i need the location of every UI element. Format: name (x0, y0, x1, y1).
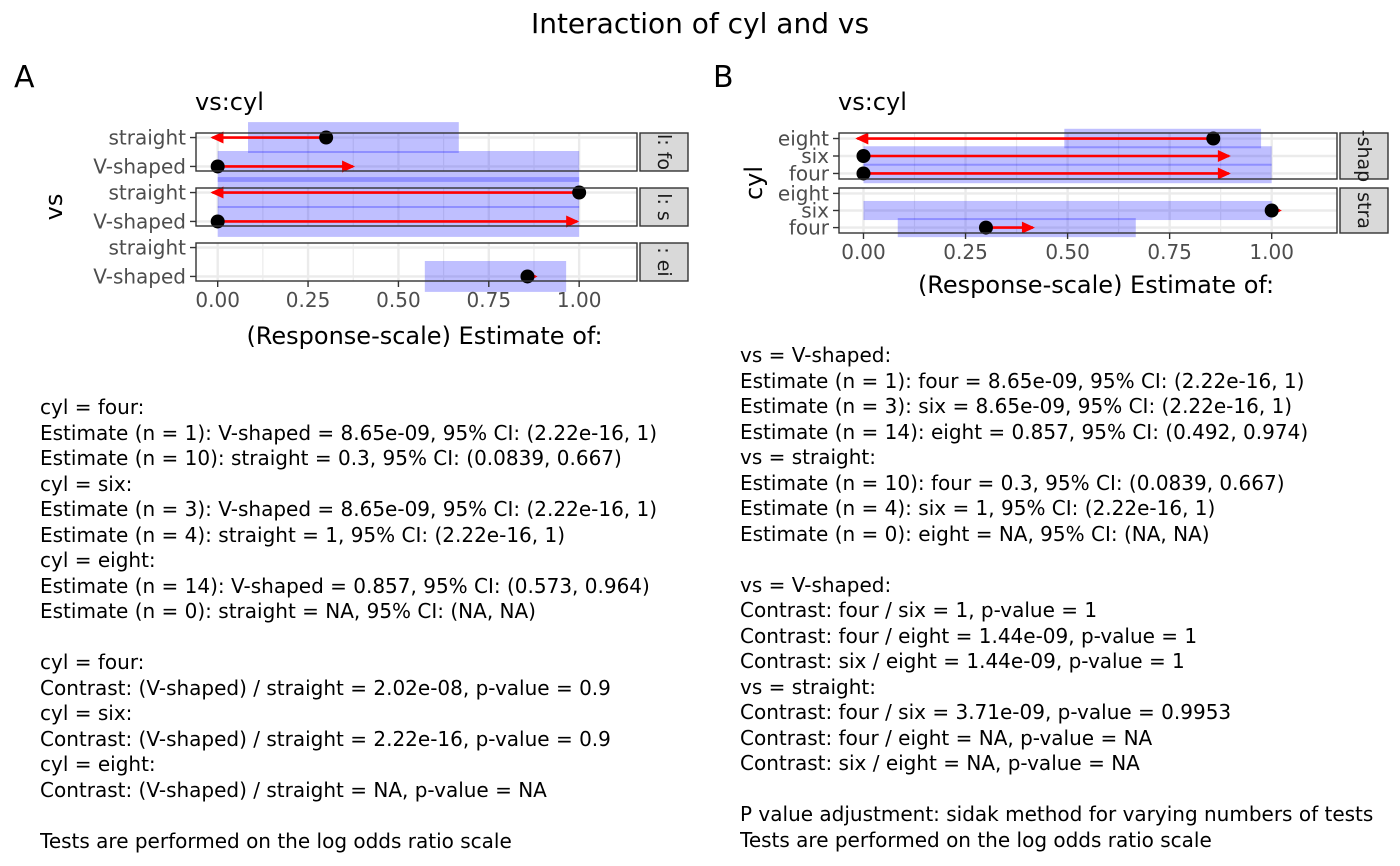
panel-border (195, 242, 638, 282)
estimate-point (856, 166, 871, 181)
estimate-point (1264, 203, 1279, 218)
facet-strip (639, 187, 689, 227)
panel-tag-a: A (14, 60, 35, 95)
y-tick-label: eight (778, 127, 829, 151)
arrow-head (1217, 167, 1231, 180)
x-tick-label: 0.50 (376, 288, 421, 312)
x-tick-label: 0.25 (943, 240, 988, 264)
arrow-head (566, 215, 580, 228)
arrow-head (342, 160, 356, 173)
panel-border (195, 132, 638, 172)
y-axis-title: cyl (740, 166, 768, 200)
panel-background (196, 243, 637, 281)
panel-background (196, 188, 637, 226)
facet-strip (1339, 187, 1389, 234)
x-tick-label: 1.00 (557, 288, 602, 312)
y-tick-label: straight (108, 126, 186, 150)
y-tick-label: six (801, 144, 829, 168)
estimate-point (572, 185, 587, 200)
x-axis-title: (Response-scale) Estimate of: (246, 322, 602, 350)
arrow-head (1021, 221, 1035, 234)
y-tick-label: V-shaped (93, 264, 186, 288)
estimate-point (319, 130, 334, 145)
y-tick-label: straight (108, 236, 186, 260)
ci-bar (863, 200, 1272, 221)
arrow-head (855, 132, 869, 145)
facet-strip-label: l: s (653, 193, 675, 221)
estimate-point (856, 149, 871, 163)
facet-strip-label: -shap (1353, 130, 1375, 183)
ci-bar (424, 261, 567, 292)
summary-text-b: vs = V-shaped: Estimate (n = 1): four = … (740, 343, 1374, 852)
facet-panel: : ei straight V-shaped (93, 236, 689, 292)
facet-strip-label: l: fo (653, 134, 675, 170)
x-tick-label: 0.50 (1045, 240, 1090, 264)
x-axis-title: (Response-scale) Estimate of: (918, 271, 1274, 299)
y-axis-title: vs (40, 194, 68, 221)
chart-b: vs:cyl-shapeightsixfourstraeightsixfour0… (740, 88, 1389, 299)
facet-strip-label: stra (1353, 192, 1375, 229)
y-tick-label: four (789, 216, 830, 240)
x-tick-label: 0.75 (1147, 240, 1192, 264)
estimate-point (210, 214, 225, 229)
panel-title: vs:cyl (838, 88, 907, 116)
x-tick-label: 0.00 (841, 240, 886, 264)
estimate-point (978, 220, 993, 235)
facet-strip-label: : ei (653, 247, 675, 276)
x-tick-label: 0.75 (467, 288, 512, 312)
summary-text-a: cyl = four: Estimate (n = 1): V-shaped =… (40, 395, 658, 853)
panel-border (195, 187, 638, 227)
figure-title: Interaction of cyl and vs (531, 7, 869, 40)
arrow-head (210, 186, 224, 199)
y-tick-label: four (789, 161, 830, 185)
facet-panel: l: s straight V-shaped (93, 177, 689, 237)
estimate-point (520, 269, 535, 284)
x-tick-label: 1.00 (1249, 240, 1294, 264)
facet-strip (639, 132, 689, 172)
panel-title: vs:cyl (195, 88, 264, 116)
facet-strip (1339, 132, 1389, 180)
y-tick-label: V-shaped (93, 209, 186, 233)
arrow-head (1217, 150, 1231, 162)
chart-a: vs:cyl l: fo straight V-shaped l: s straight V… (40, 88, 689, 350)
estimate-point (210, 159, 225, 174)
facet-strip (639, 242, 689, 282)
estimate-point (1206, 131, 1221, 146)
panel-tag-b: B (713, 60, 734, 95)
x-tick-label: 0.00 (195, 288, 240, 312)
arrow-head (210, 131, 224, 144)
y-tick-label: six (801, 199, 829, 223)
panel-background (196, 133, 637, 171)
y-tick-label: eight (778, 181, 829, 205)
y-tick-label: V-shaped (93, 154, 186, 178)
facet-panel: l: fo straight V-shaped (93, 122, 689, 182)
x-tick-label: 0.25 (286, 288, 331, 312)
y-tick-label: straight (108, 181, 186, 205)
